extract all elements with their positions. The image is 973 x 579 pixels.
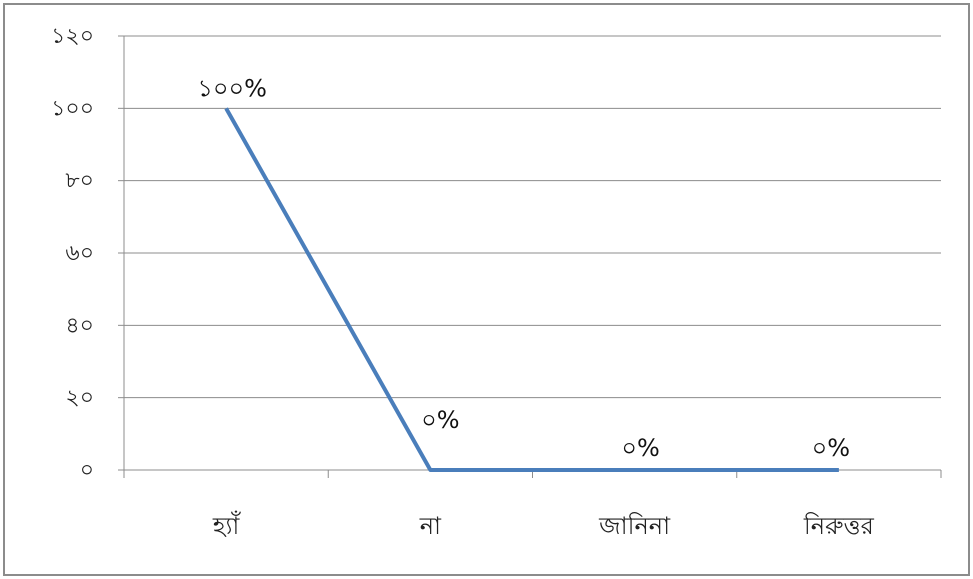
y-tick-label: ০ (80, 458, 94, 483)
x-tick-label: হ্যাঁ (212, 511, 242, 540)
y-tick-label: ১০০ (51, 96, 94, 121)
y-tick-label: ৬০ (65, 241, 94, 266)
y-tick-label: ১২০ (51, 24, 94, 49)
data-label: ০% (621, 434, 659, 462)
x-tick-label: নিরুত্তর (803, 512, 875, 540)
data-label: ০% (812, 434, 850, 462)
data-label: ০% (421, 406, 459, 434)
x-tick-label: জানিনা (598, 512, 671, 540)
series-line (224, 107, 839, 472)
y-tick-label: ৪০ (65, 313, 94, 338)
chart-frame (3, 3, 970, 576)
data-label: ১০০% (197, 74, 267, 102)
y-tick-label: ২০ (65, 386, 94, 411)
x-tick-label: না (419, 512, 442, 540)
y-tick-label: ৮০ (65, 169, 94, 194)
